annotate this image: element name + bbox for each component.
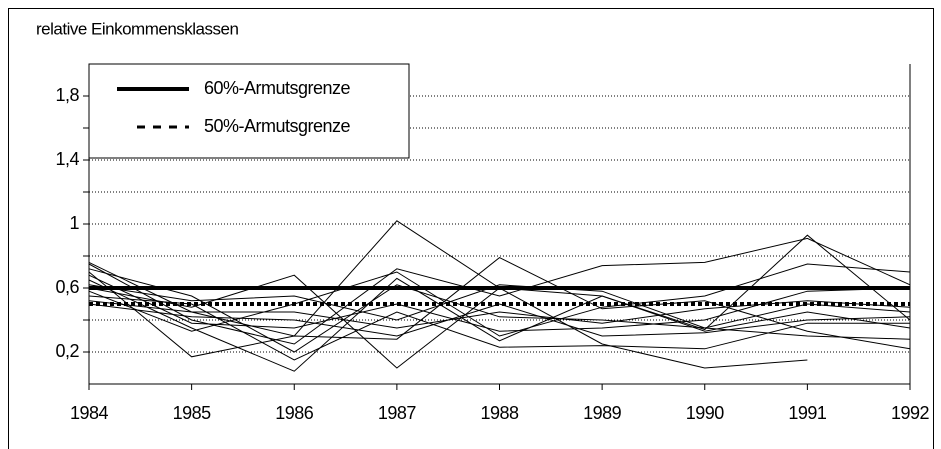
x-tick-label: 1992: [891, 403, 930, 423]
y-tick-label: 1,8: [55, 85, 79, 105]
x-tick-label: 1990: [686, 403, 725, 423]
x-tick-label: 1988: [480, 403, 519, 423]
x-tick-label: 1987: [378, 403, 417, 423]
x-tick-label: 1991: [788, 403, 827, 423]
y-tick-label: 0,6: [55, 277, 79, 297]
x-tick-label: 1984: [70, 403, 109, 423]
series-line: [88, 274, 808, 369]
series-line: [88, 295, 910, 361]
series-line: [88, 277, 911, 372]
x-tick-label: 1985: [173, 403, 212, 423]
series-line: [88, 274, 911, 332]
frame: [8, 8, 934, 449]
series-line: [88, 300, 911, 329]
series-line: [88, 284, 911, 340]
y-tick-label: 0,2: [55, 341, 79, 361]
x-tick-label: 1986: [275, 403, 314, 423]
series-line: [88, 268, 911, 353]
y-tick-label: 1,4: [55, 149, 79, 169]
legend-box: [88, 63, 410, 159]
legend-label: 50%-Armutsgrenze: [204, 116, 351, 136]
y-tick-label: 1: [69, 213, 79, 233]
series-line: [88, 220, 911, 337]
series-line: [88, 237, 911, 345]
series-line: [88, 257, 911, 358]
x-tick-label: 1989: [583, 403, 622, 423]
series-line: [88, 303, 911, 337]
legend-label: 60%-Armutsgrenze: [204, 78, 351, 98]
series-line: [88, 263, 911, 337]
chart-title: relative Einkommensklassen: [36, 19, 238, 38]
